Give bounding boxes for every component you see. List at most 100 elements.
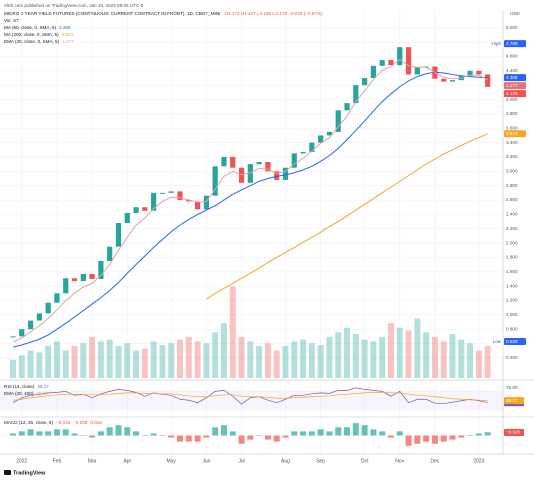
indicator-line bbox=[12, 387, 488, 405]
candle bbox=[485, 74, 491, 87]
macd-bar bbox=[300, 431, 307, 436]
y-tick-label: 3.600 bbox=[506, 125, 518, 130]
legend-value: 45.17 bbox=[37, 384, 49, 389]
volume-bar bbox=[133, 350, 140, 378]
candle bbox=[282, 167, 289, 180]
candle bbox=[326, 131, 333, 136]
macd-bar bbox=[159, 435, 166, 436]
macd-bar bbox=[45, 431, 52, 436]
y-tick-label: 3.400 bbox=[506, 140, 518, 145]
price-tag bbox=[504, 90, 526, 98]
macd-bar bbox=[89, 435, 96, 438]
y-tick-label: 1.800 bbox=[506, 255, 518, 260]
volume-bar bbox=[150, 341, 157, 378]
macd-bar bbox=[264, 435, 271, 440]
candle bbox=[80, 273, 86, 282]
volume-bar bbox=[387, 323, 394, 378]
volume-bar bbox=[97, 341, 104, 378]
macd-bar bbox=[344, 427, 351, 436]
volume-bar bbox=[273, 350, 280, 378]
candle bbox=[379, 60, 385, 66]
price-tag-label: 4.176 bbox=[506, 91, 518, 96]
x-tick-label: Dec bbox=[430, 458, 439, 464]
volume-bar bbox=[62, 350, 69, 378]
macd-bar bbox=[115, 425, 122, 436]
candle bbox=[265, 161, 271, 172]
candle bbox=[221, 156, 227, 167]
macd-bar bbox=[317, 429, 324, 436]
volume-bar bbox=[177, 339, 184, 378]
y-tick-label: 4.000 bbox=[506, 97, 518, 102]
macd-bar bbox=[177, 435, 184, 442]
volume-bar bbox=[124, 343, 131, 378]
candle bbox=[362, 78, 368, 86]
x-tick-label: Nov bbox=[395, 458, 404, 464]
volume-bar bbox=[370, 341, 377, 378]
candle bbox=[274, 171, 280, 180]
price-tag-label: 4.780 bbox=[506, 41, 518, 46]
volume-bar bbox=[264, 343, 271, 378]
y-tick-label: 2.800 bbox=[506, 183, 518, 188]
volume-bar bbox=[212, 332, 219, 378]
volume-bar bbox=[449, 334, 456, 378]
candle bbox=[159, 192, 166, 194]
candle bbox=[467, 70, 473, 76]
footer-logo: TradingView bbox=[4, 470, 46, 476]
price-tag bbox=[504, 40, 526, 48]
volume-bar bbox=[344, 327, 351, 378]
indicator-line bbox=[12, 71, 488, 348]
candle bbox=[309, 142, 315, 152]
candle bbox=[98, 261, 104, 279]
legend-value: 4.277 bbox=[62, 39, 74, 44]
candle bbox=[186, 200, 192, 202]
volume-bar bbox=[168, 343, 175, 378]
macd-bar bbox=[458, 435, 465, 438]
volume-bar bbox=[458, 339, 465, 378]
value-tag bbox=[504, 397, 524, 405]
price-tag bbox=[504, 338, 526, 346]
macd-bar bbox=[18, 431, 25, 436]
candle bbox=[124, 212, 130, 223]
y-tick-label: 3.200 bbox=[506, 154, 518, 159]
macd-bar bbox=[194, 435, 201, 442]
legend-name: MA (200, close, 0, SMA, 5) bbox=[4, 32, 59, 37]
macd-bar bbox=[36, 431, 43, 436]
x-tick-label: Oct bbox=[361, 458, 369, 464]
published-note: nfrth.com published on TradingView.com, … bbox=[4, 3, 144, 8]
legend-name: RSI (14, close) bbox=[4, 384, 35, 389]
candle bbox=[54, 293, 60, 303]
candle bbox=[397, 47, 403, 66]
macd-bar bbox=[168, 435, 175, 438]
macd-bar bbox=[247, 435, 254, 440]
volume-bar bbox=[379, 336, 386, 378]
volume-bar bbox=[300, 339, 307, 378]
y-tick-label: 2.000 bbox=[506, 240, 518, 245]
macd-bar bbox=[467, 435, 474, 436]
y-tick-label: 0.400 bbox=[506, 355, 518, 360]
currency: USD bbox=[510, 11, 520, 16]
macd-bar bbox=[405, 435, 412, 446]
legend-value: 4.305 bbox=[59, 25, 71, 30]
candle bbox=[449, 80, 456, 82]
candle bbox=[10, 336, 16, 338]
footer-brand: TradingView bbox=[13, 470, 46, 476]
volume-bar bbox=[423, 332, 430, 378]
y-tick-label: 4.400 bbox=[506, 68, 518, 73]
volume-bar bbox=[467, 343, 474, 378]
candle bbox=[19, 329, 25, 337]
macd-bar bbox=[282, 435, 289, 438]
legend-name: EMA (20, close, 0, SMA, 5) bbox=[4, 39, 60, 44]
candle bbox=[168, 191, 174, 193]
y-tick-label: 3.800 bbox=[506, 111, 518, 116]
price-tag-label: 3.523 bbox=[506, 131, 518, 136]
value-tag-label: 49.17 bbox=[506, 398, 518, 403]
macd-bar bbox=[53, 429, 60, 436]
price-tag-note-bg bbox=[488, 40, 503, 48]
volume-bar bbox=[80, 343, 87, 378]
price-tag-label: 4.305 bbox=[506, 75, 518, 80]
candle bbox=[133, 207, 139, 213]
candle bbox=[212, 166, 218, 196]
candle bbox=[36, 313, 42, 321]
macd-bar bbox=[423, 435, 430, 442]
macd-bar bbox=[308, 431, 315, 436]
